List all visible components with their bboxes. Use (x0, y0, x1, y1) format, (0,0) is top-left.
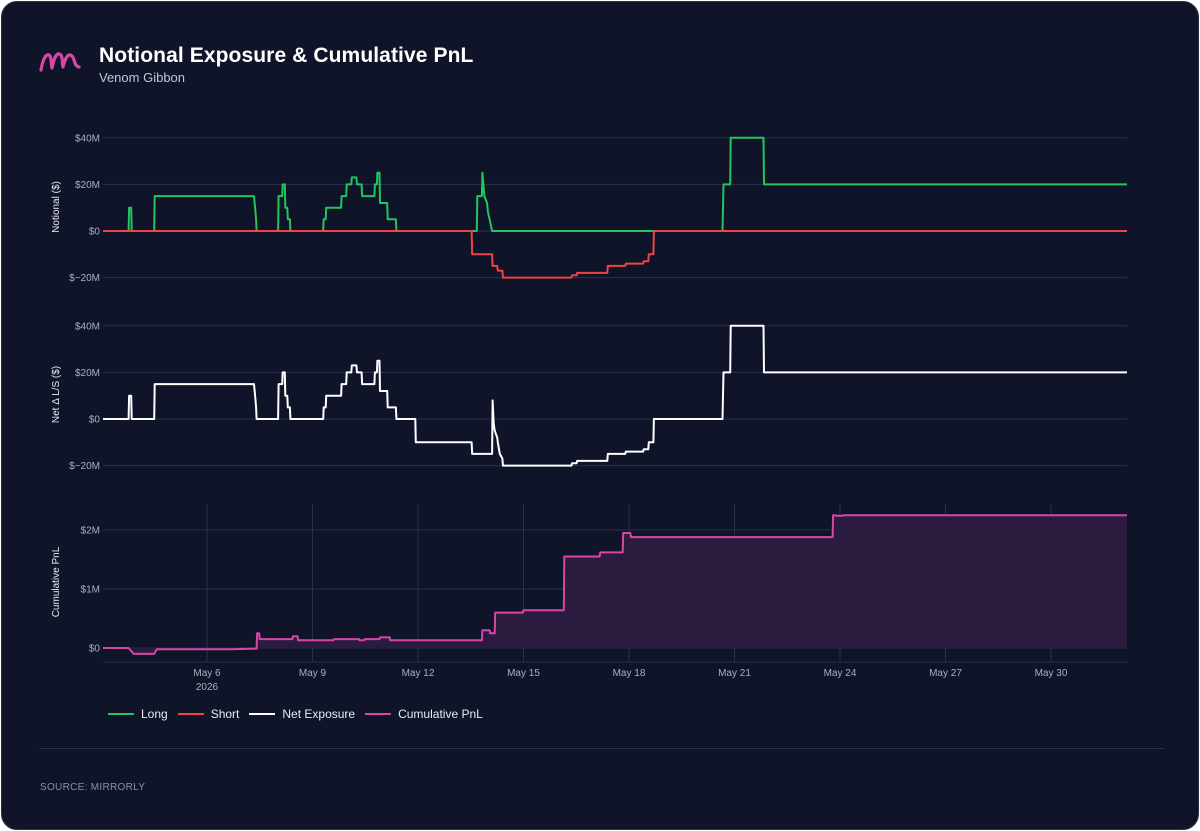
legend-swatch (108, 713, 134, 715)
legend-label: Cumulative PnL (398, 707, 483, 721)
chart-title: Notional Exposure & Cumulative PnL (99, 44, 474, 67)
y-tick-label: $40M (75, 133, 100, 144)
x-tick-label: May 30 (1035, 668, 1068, 679)
legend-item[interactable]: Long (108, 707, 168, 721)
y-tick-label: $0 (89, 227, 101, 238)
footer-divider (39, 748, 1165, 749)
series-line-short (103, 230, 1127, 279)
series-line-cumulative-pnl (103, 514, 1127, 655)
y-tick-label: $1M (81, 585, 100, 596)
x-tick-label: May 18 (613, 668, 646, 679)
y-tick-label: $40M (75, 321, 100, 332)
x-tick-label: May 9 (299, 668, 327, 679)
y-tick-label: $−20M (69, 461, 100, 472)
x-tick-label: May 24 (824, 668, 857, 679)
y-tick-label: $20M (75, 180, 100, 191)
y-tick-label: $0 (89, 415, 101, 426)
series-line-net-exposure (103, 324, 1127, 467)
legend-swatch (249, 713, 276, 715)
y-tick-label: $20M (75, 368, 100, 379)
legend-swatch (177, 713, 204, 715)
y-tick-label: $−20M (69, 273, 100, 284)
legend-item[interactable]: Short (177, 707, 240, 721)
x-tick-label: May 21 (718, 668, 751, 679)
legend-item[interactable]: Cumulative PnL (365, 707, 483, 721)
legend-label: Long (141, 707, 168, 721)
x-tick-label: May 27 (929, 668, 962, 679)
y-tick-label: $0 (89, 644, 101, 655)
legend-swatch (365, 713, 392, 715)
x-tick-label: May 12 (402, 668, 435, 679)
chart-subtitle: Venom Gibbon (99, 70, 186, 85)
x-tick-year-label: 2026 (196, 682, 219, 693)
chart-plot-area: $40M $20M $0 $−20M Notional ($) $40M $20M $0 $−2… (51, 133, 1127, 693)
y-axis-title: Notional ($) (51, 181, 62, 233)
source-label: SOURCE: MIRRORLY (40, 782, 146, 793)
chart-legend: Long Short Net Exposure Cumulative PnL (108, 707, 483, 721)
legend-label: Short (210, 707, 240, 721)
y-tick-label: $2M (81, 526, 100, 537)
x-tick-label: May 6 (193, 668, 221, 679)
y-axis-title: Net Δ L/S ($) (51, 366, 62, 423)
legend-label: Net Exposure (282, 707, 356, 721)
brand-logo-icon (39, 52, 81, 72)
y-axis-title: Cumulative PnL (51, 546, 62, 617)
x-tick-label: May 15 (507, 668, 540, 679)
series-line-long (103, 136, 1127, 232)
pnl-area-fill (103, 515, 1127, 654)
legend-item[interactable]: Net Exposure (249, 707, 355, 721)
